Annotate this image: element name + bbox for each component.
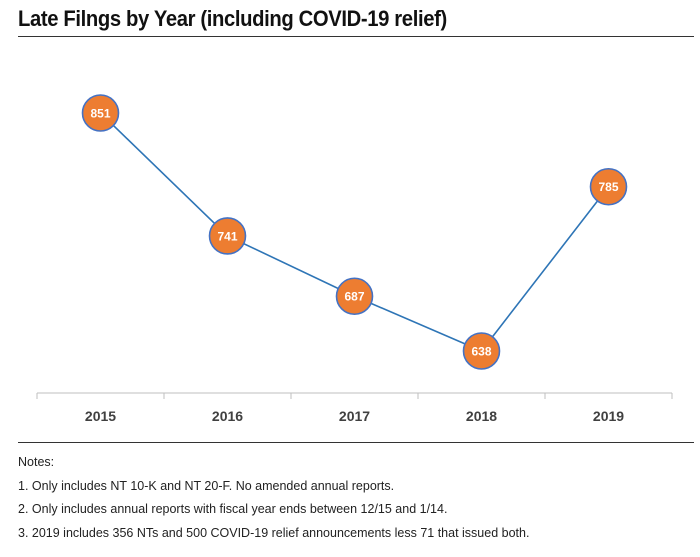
x-tick-label: 2017 <box>339 408 370 424</box>
chart-title: Late Filngs by Year (including COVID-19 … <box>18 6 447 31</box>
notes-rule <box>18 442 694 443</box>
notes-heading: Notes: <box>18 455 55 469</box>
x-tick-label: 2018 <box>466 408 497 424</box>
note-3: 3. 2019 includes 356 NTs and 500 COVID-1… <box>18 525 530 540</box>
series-line <box>99 112 610 352</box>
data-point <box>335 277 374 316</box>
note-2: 2. Only includes annual reports with fis… <box>18 502 448 516</box>
x-tick-label: 2016 <box>212 408 243 424</box>
data-label: 851 <box>90 107 110 121</box>
data-point <box>589 167 628 206</box>
notes: Notes: 1. Only includes NT 10-K and NT 2… <box>18 451 529 545</box>
data-point <box>208 217 247 255</box>
data-label: 638 <box>471 345 491 359</box>
note-1: 1. Only includes NT 10-K and NT 20-F. No… <box>18 478 395 493</box>
data-label: 687 <box>344 290 364 304</box>
x-tick-label: 2019 <box>593 408 624 424</box>
data-point <box>81 94 120 132</box>
title-rule <box>18 36 694 37</box>
data-label: 785 <box>598 180 618 194</box>
line-chart: 2015 2016 2017 2018 2019 851 741 687 638 785 <box>36 94 673 424</box>
data-label: 741 <box>217 229 237 243</box>
data-point <box>462 332 501 370</box>
x-tick-label: 2015 <box>85 408 116 424</box>
